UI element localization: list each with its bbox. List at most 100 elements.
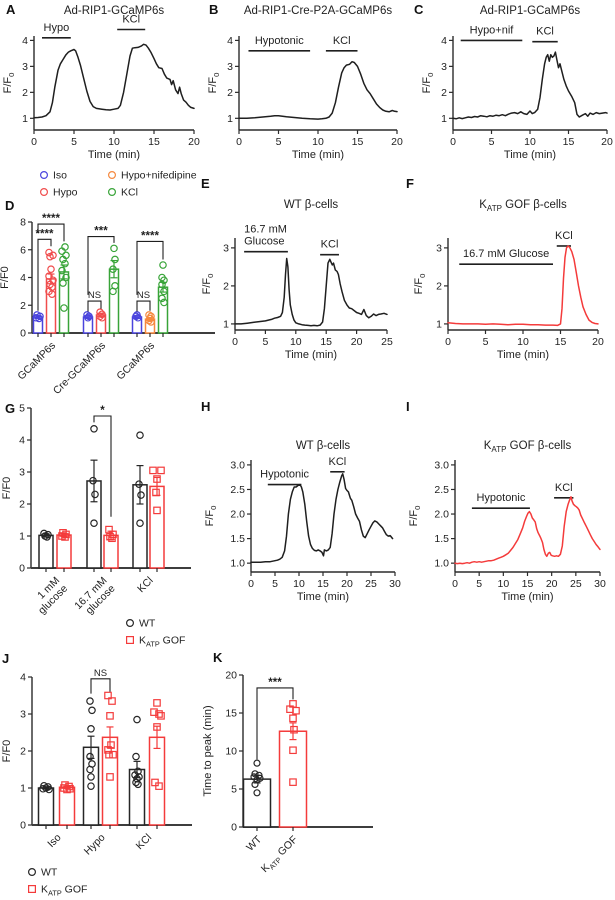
stimulus-label: KCl: [555, 230, 573, 242]
x-tick-label: 20: [351, 336, 363, 348]
scatter-point: [87, 782, 95, 790]
scatter-point: [136, 431, 144, 440]
scatter-point: [45, 785, 53, 794]
y-tick-label: 1: [223, 318, 229, 330]
y-tick-label: 1: [436, 318, 442, 330]
trace: [250, 473, 394, 563]
scatter-point: [45, 272, 53, 280]
x-tick-label: 5: [272, 578, 278, 590]
stimulus-label: KCl: [333, 35, 351, 47]
scatter-point: [59, 279, 67, 287]
x-tick-label: Cre-GCaMP6s: [51, 340, 108, 397]
x-tick-label: 5: [71, 136, 77, 148]
x-tick-label: 0: [450, 136, 456, 148]
y-tick-label: 2.0: [230, 509, 245, 521]
scatter-point: [157, 712, 165, 720]
legend-label: KATP GOF: [139, 635, 185, 649]
scatter-point: [84, 313, 92, 322]
scatter-point: [153, 699, 161, 707]
x-tick-label: 10: [108, 136, 120, 148]
panel-a-trace-chart: A 1 2 3 4 0 5 10 15 20 F/F0 Time (min) Ad-RIP1-GCaM…: [0, 2, 205, 164]
x-tick-label: 30: [389, 578, 401, 590]
scatter-point: [106, 532, 114, 541]
x-axis-label: Time (min): [285, 349, 337, 361]
scatter-point: [251, 770, 259, 778]
scatter-point: [125, 636, 134, 645]
y-tick-label: 1: [441, 113, 447, 125]
panel-title: WT β-cells: [296, 440, 351, 452]
x-tick-label: KATP GOF: [259, 834, 302, 877]
x-axis-label: Time (min): [504, 149, 556, 161]
stimulus-label: Hypo+nif: [470, 24, 515, 36]
x-tick-label: Iso: [45, 832, 64, 851]
panel-letter: I: [406, 399, 410, 414]
scatter-point: [60, 304, 68, 312]
x-tick-label: 0: [232, 336, 238, 348]
y-tick-label: 2: [436, 280, 442, 292]
scatter-point: [125, 619, 134, 628]
y-tick-label: 20: [225, 670, 237, 682]
y-tick-label: 8: [20, 217, 26, 229]
scatter-point: [145, 316, 153, 325]
panel-d-bar-chart: D 0 2 4 6 8 F/F0 GCaMP6s Cre-GCaMP6s GCaMP6s ****…: [0, 165, 235, 457]
stimulus-label: 16.7 mM: [244, 224, 287, 236]
x-tick-label: 25: [365, 578, 377, 590]
y-tick-label: 2: [20, 746, 26, 758]
scatter-point: [47, 265, 55, 273]
scatter-point: [86, 752, 94, 761]
scatter-point: [43, 533, 51, 541]
stimulus-label: KCl: [555, 482, 573, 494]
y-tick-label: 2: [223, 280, 229, 292]
panel-letter: G: [5, 401, 16, 416]
scatter-point: [28, 868, 37, 877]
scatter-point: [32, 313, 40, 322]
legend-label: Iso: [53, 170, 67, 182]
scatter-point: [62, 530, 70, 539]
sig-label: NS: [88, 290, 101, 301]
scatter-point: [136, 519, 144, 528]
y-tick-label: 3: [227, 61, 233, 73]
y-axis-label: F/F0: [0, 266, 11, 289]
scatter-point: [62, 273, 70, 282]
scatter-point: [289, 746, 297, 755]
sig-label: *: [100, 405, 105, 417]
y-tick-label: 1.5: [230, 533, 245, 545]
y-tick-label: 4: [20, 272, 26, 284]
scatter-point: [152, 488, 160, 497]
panel-title: WT β-cells: [284, 199, 339, 211]
x-tick-label: 10: [312, 136, 324, 148]
y-tick-label: 3: [436, 242, 442, 254]
sig-label: ****: [36, 228, 54, 240]
scatter-point: [134, 780, 142, 789]
panel-i-trace-chart: I 1.0 1.5 2.0 2.5 3.0 0 5 10 15 20 25 30 F/F0 Time (m…: [400, 393, 615, 611]
scatter-point: [132, 778, 140, 787]
x-tick-label: 0: [236, 136, 242, 148]
trace: [234, 257, 388, 327]
y-axis-label: Time to peak (min): [202, 705, 214, 796]
scatter-point: [150, 708, 158, 716]
x-tick-label: 20: [546, 578, 558, 590]
scatter-point: [149, 466, 157, 475]
y-axis-label: F/F0: [421, 73, 435, 94]
y-tick-label: 1.0: [230, 558, 245, 570]
stimulus-label: Hypotonic: [260, 469, 309, 481]
x-tick-label: 15: [563, 136, 575, 148]
panel-h-trace-chart: H 1.0 1.5 2.0 2.5 3.0 0 5 10 15 20 25 30 F/F0 Time (m…: [195, 393, 410, 611]
scatter-point: [253, 789, 261, 797]
panel-letter: J: [2, 651, 10, 666]
stimulus-label: Hypotonic: [255, 35, 304, 47]
scatter-point: [105, 750, 113, 759]
scatter-point: [109, 750, 117, 759]
y-tick-label: 1: [20, 783, 26, 795]
y-tick-label: 2: [19, 499, 25, 511]
scatter-point: [87, 725, 95, 733]
x-axis-label: Time (min): [297, 591, 349, 603]
x-tick-label: 5: [476, 578, 482, 590]
y-tick-label: 4: [227, 35, 233, 47]
sig-label: NS: [94, 668, 107, 679]
sig-bracket: [90, 678, 111, 694]
x-tick-label: WT: [244, 833, 264, 853]
y-tick-label: 0: [20, 820, 26, 832]
